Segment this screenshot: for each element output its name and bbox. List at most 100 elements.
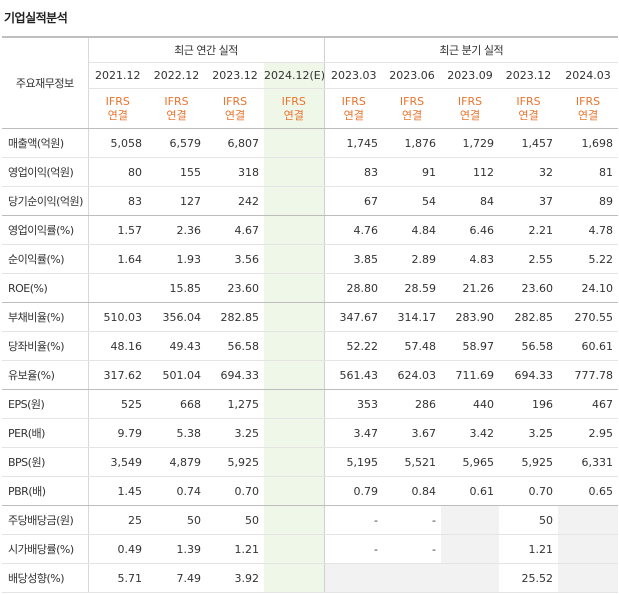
value-cell: 6,807 (206, 128, 264, 158)
value-cell: - (383, 505, 442, 535)
basis-header: IFRS 연결 (264, 88, 325, 129)
value-cell: 242 (206, 186, 264, 216)
period-header: 2023.09 (441, 62, 500, 89)
value-cell: 28.80 (323, 273, 384, 303)
value-cell: 1.57 (88, 215, 147, 245)
value-cell: 0.61 (441, 476, 500, 506)
table-row: 영업이익(억원) 80 155 318 83 91 112 32 81 (2, 157, 619, 187)
value-cell: 694.33 (499, 360, 559, 390)
value-cell (264, 418, 325, 448)
table-row: 당좌비율(%) 48.16 49.43 56.58 52.22 57.48 58.97 56.… (2, 331, 619, 361)
value-cell (441, 534, 500, 564)
value-cell: 5,058 (88, 128, 147, 158)
value-cell: 2.89 (383, 244, 442, 274)
value-cell (558, 534, 619, 564)
value-cell (88, 273, 147, 303)
value-cell: 91 (383, 157, 442, 187)
basis-standard: IFRS (457, 94, 483, 108)
value-cell: 356.04 (147, 302, 206, 332)
value-cell: 60.61 (558, 331, 619, 361)
value-cell: 37 (499, 186, 559, 216)
table-row: 유보율(%) 317.62 501.04 694.33 561.43 624.03 711.… (2, 360, 619, 390)
value-cell: 155 (147, 157, 206, 187)
value-cell: 3,549 (88, 447, 147, 477)
basis-standard: IFRS (222, 94, 248, 108)
value-cell: 711.69 (441, 360, 500, 390)
value-cell: 525 (88, 389, 147, 419)
table-row: ROE(%) 15.85 23.60 28.80 28.59 21.26 23.60 24.1… (2, 273, 619, 303)
row-label: 영업이익률(%) (2, 215, 89, 245)
period-header: 2023.12 (499, 62, 559, 89)
value-cell (441, 505, 500, 535)
value-cell: 81 (558, 157, 619, 187)
value-cell (264, 215, 325, 245)
value-cell: 6,331 (558, 447, 619, 477)
value-cell: 668 (147, 389, 206, 419)
value-cell: 56.58 (499, 331, 559, 361)
value-cell: 24.10 (558, 273, 619, 303)
value-cell: 3.25 (499, 418, 559, 448)
value-cell: 52.22 (323, 331, 384, 361)
value-cell: 317.62 (88, 360, 147, 390)
value-cell: 5,925 (206, 447, 264, 477)
row-label: ROE(%) (2, 273, 89, 303)
value-cell: 54 (383, 186, 442, 216)
value-cell: 0.79 (323, 476, 384, 506)
value-cell: 7.49 (147, 563, 206, 593)
value-cell: 0.84 (383, 476, 442, 506)
value-cell (323, 563, 384, 593)
value-cell: 58.97 (441, 331, 500, 361)
row-label: 배당성향(%) (2, 563, 89, 593)
value-cell: 5,195 (323, 447, 384, 477)
value-cell: 282.85 (499, 302, 559, 332)
value-cell: 1.64 (88, 244, 147, 274)
value-cell: 127 (147, 186, 206, 216)
basis-consolidation: 연결 (224, 108, 246, 122)
value-cell: 1,698 (558, 128, 619, 158)
value-cell (264, 273, 325, 303)
period-header: 2024.03 (558, 62, 619, 89)
value-cell: 28.59 (383, 273, 442, 303)
row-label: EPS(원) (2, 389, 89, 419)
value-cell: 3.25 (206, 418, 264, 448)
value-cell: 347.67 (323, 302, 384, 332)
row-label: BPS(원) (2, 447, 89, 477)
value-cell: 5,925 (499, 447, 559, 477)
value-cell: 48.16 (88, 331, 147, 361)
basis-standard: IFRS (281, 94, 306, 108)
value-cell: 1.21 (206, 534, 264, 564)
basis-standard: IFRS (399, 94, 425, 108)
basis-consolidation: 연결 (459, 108, 481, 122)
value-cell: 67 (323, 186, 384, 216)
value-cell: 21.26 (441, 273, 500, 303)
period-header: 2021.12 (88, 62, 147, 89)
value-cell: 0.74 (147, 476, 206, 506)
value-cell: 5.38 (147, 418, 206, 448)
period-header: 2023.03 (323, 62, 384, 89)
value-cell: 3.92 (206, 563, 264, 593)
row-label: 유보율(%) (2, 360, 89, 390)
row-label: 매출액(억원) (2, 128, 89, 158)
row-label: PBR(배) (2, 476, 89, 506)
value-cell: 2.55 (499, 244, 559, 274)
value-cell: 49.43 (147, 331, 206, 361)
value-cell: 4,879 (147, 447, 206, 477)
value-cell: 0.65 (558, 476, 619, 506)
value-cell: 6.46 (441, 215, 500, 245)
value-cell: 2.36 (147, 215, 206, 245)
value-cell: 283.90 (441, 302, 500, 332)
period-header: 2022.12 (147, 62, 206, 89)
basis-header-row: IFRS 연결 IFRS 연결 IFRS 연결 IFRS 연결 IFRS 연결 IFRS 연결 IFRS… (2, 88, 619, 129)
value-cell: - (323, 505, 384, 535)
value-cell: 0.70 (499, 476, 559, 506)
value-cell: 196 (499, 389, 559, 419)
value-cell: 5,965 (441, 447, 500, 477)
basis-header: IFRS 연결 (441, 88, 500, 129)
table-header: 주요재무정보 최근 연간 실적 최근 분기 실적 2021.12 2022.12 2… (2, 36, 619, 129)
value-cell: 23.60 (499, 273, 559, 303)
value-cell: 4.83 (441, 244, 500, 274)
table-row: 매출액(억원) 5,058 6,579 6,807 1,745 1,876 1,729 1,4… (2, 128, 619, 158)
value-cell: 3.47 (323, 418, 384, 448)
value-cell: 50 (147, 505, 206, 535)
